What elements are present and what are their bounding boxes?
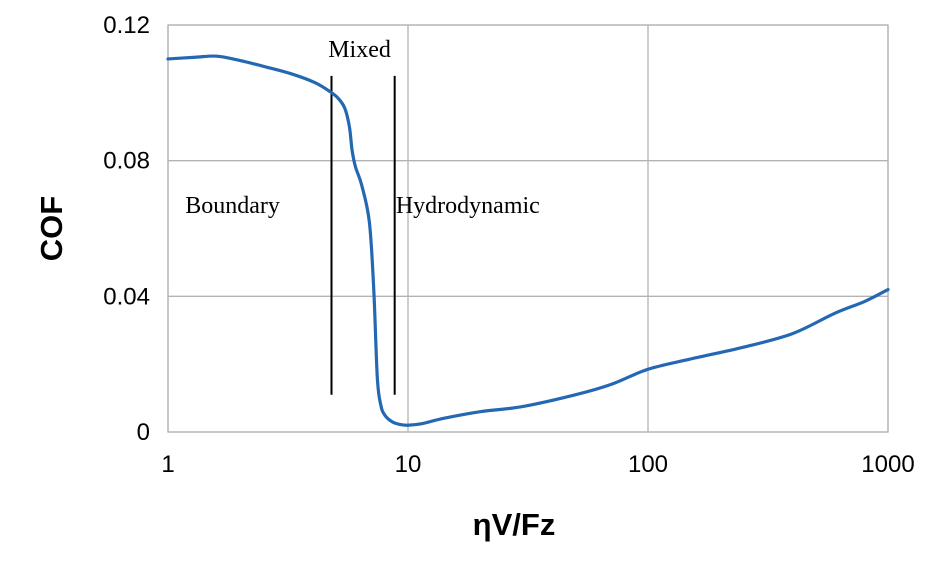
plot-area-border [167, 24, 889, 433]
y-tick-label: 0.08 [103, 148, 150, 175]
y-tick-label: 0.12 [103, 12, 150, 39]
tick-labels: 0 0.04 0.08 0.12 1 10 100 1000 [103, 12, 914, 478]
y-axis-title: COF [34, 196, 69, 261]
regime-label: Boundary [185, 193, 280, 219]
series-layer [166, 54, 890, 427]
gridlines [167, 24, 889, 433]
x-tick-label: 100 [628, 451, 668, 478]
regime-annotations: Boundary Mixed Hydrodynamic [185, 37, 540, 219]
regime-label: Mixed [328, 37, 391, 63]
x-tick-label: 1 [161, 451, 174, 478]
regime-label: Hydrodynamic [396, 193, 540, 219]
x-tick-label: 10 [395, 451, 422, 478]
regime-boundary-lines [330, 75, 396, 395]
y-tick-label: 0.04 [103, 283, 150, 310]
x-tick-label: 1000 [861, 451, 914, 478]
y-tick-label: 0 [137, 419, 150, 446]
x-axis-title: ηV/Fz [473, 507, 556, 542]
cof-curve [166, 54, 890, 427]
